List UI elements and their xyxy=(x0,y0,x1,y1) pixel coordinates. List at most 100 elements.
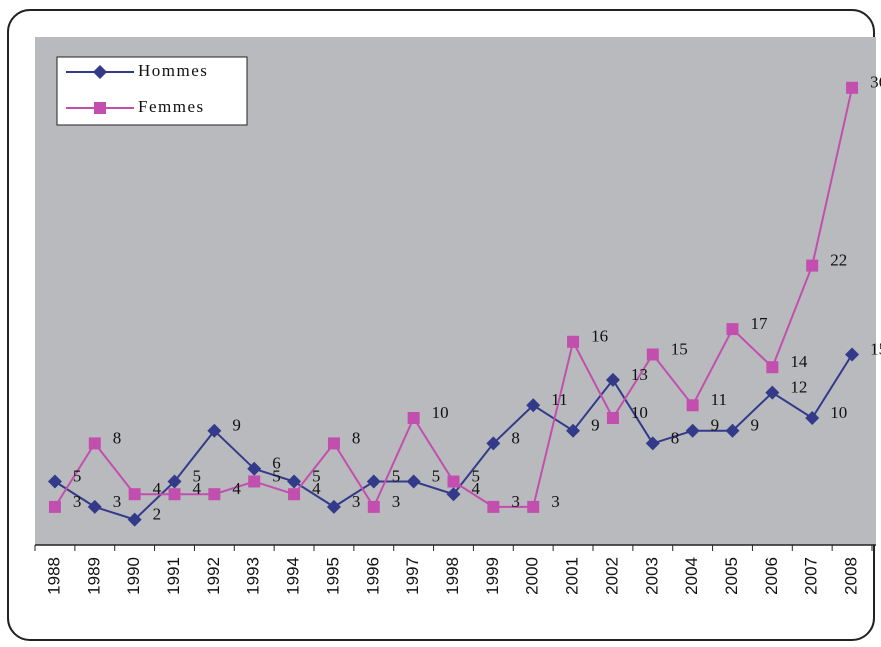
legend-label: Hommes xyxy=(138,61,208,80)
data-label: 5 xyxy=(73,466,82,485)
legend-marker xyxy=(93,65,107,79)
marker xyxy=(765,385,780,400)
x-tick-label: 2008 xyxy=(842,557,861,595)
data-label: 11 xyxy=(551,390,567,409)
data-label: 4 xyxy=(472,479,481,498)
marker xyxy=(725,423,740,438)
data-label: 5 xyxy=(392,466,401,485)
x-tick-label: 1994 xyxy=(284,557,303,595)
data-label: 9 xyxy=(711,416,720,435)
marker xyxy=(567,335,580,348)
x-tick-label: 1999 xyxy=(483,557,502,595)
legend-label: Femmes xyxy=(138,97,205,116)
marker xyxy=(168,488,181,501)
x-tick-label: 1996 xyxy=(363,557,382,595)
marker xyxy=(288,488,301,501)
marker xyxy=(287,474,302,489)
legend: Hommes Femmes xyxy=(56,56,248,126)
marker xyxy=(605,372,620,387)
x-tick-label: 1990 xyxy=(124,557,143,595)
data-label: 10 xyxy=(631,403,648,422)
data-label: 3 xyxy=(73,492,82,511)
data-label: 5 xyxy=(193,466,202,485)
data-label: 4 xyxy=(153,479,162,498)
data-label: 6 xyxy=(272,454,281,473)
marker xyxy=(526,398,541,413)
marker xyxy=(48,500,61,513)
marker xyxy=(846,81,859,94)
x-tick-label: 1998 xyxy=(443,557,462,595)
x-tick-label: 1989 xyxy=(84,557,103,595)
data-label: 4 xyxy=(232,479,241,498)
marker xyxy=(487,500,500,513)
marker xyxy=(447,475,460,488)
marker xyxy=(645,436,660,451)
x-tick-label: 2005 xyxy=(722,557,741,595)
data-label: 5 xyxy=(272,466,281,485)
x-tick-label: 1992 xyxy=(204,557,223,595)
marker xyxy=(366,474,381,489)
marker xyxy=(47,474,62,489)
marker xyxy=(646,348,659,361)
marker xyxy=(367,500,380,513)
x-tick-label: 2006 xyxy=(762,557,781,595)
marker xyxy=(208,488,221,501)
marker xyxy=(407,412,420,424)
data-label: 5 xyxy=(312,466,321,485)
data-label: 5 xyxy=(432,466,441,485)
x-tick-label: 2000 xyxy=(523,557,542,595)
data-label: 5 xyxy=(472,466,481,485)
x-tick-label: 2004 xyxy=(682,557,701,595)
data-label: 10 xyxy=(830,403,847,422)
marker xyxy=(247,461,262,476)
data-label: 14 xyxy=(790,352,808,371)
marker xyxy=(566,423,581,438)
data-label: 8 xyxy=(671,428,680,447)
marker xyxy=(527,500,540,513)
data-label: 4 xyxy=(312,479,321,498)
data-label: 22 xyxy=(830,251,847,270)
marker xyxy=(486,436,501,451)
x-tick-label: 1991 xyxy=(164,557,183,595)
marker xyxy=(806,259,819,272)
x-tick-label: 1988 xyxy=(44,557,63,595)
marker xyxy=(326,499,341,514)
marker xyxy=(685,423,700,438)
marker xyxy=(327,437,340,450)
data-label: 36 xyxy=(870,73,881,92)
data-label: 16 xyxy=(591,327,608,346)
data-label: 8 xyxy=(113,428,122,447)
x-tick-label: 1993 xyxy=(244,557,263,595)
marker xyxy=(167,474,182,489)
data-label: 3 xyxy=(551,492,560,511)
data-label: 15 xyxy=(870,339,881,358)
marker xyxy=(406,474,421,489)
marker xyxy=(766,361,779,374)
data-label: 12 xyxy=(790,378,807,397)
data-label: 3 xyxy=(511,492,520,511)
marker xyxy=(686,399,699,412)
marker xyxy=(128,488,141,501)
marker xyxy=(726,323,739,336)
marker xyxy=(805,411,820,425)
marker xyxy=(207,423,222,438)
data-label: 9 xyxy=(232,416,241,435)
x-tick-label: 2002 xyxy=(602,557,621,595)
marker xyxy=(88,437,101,450)
data-label: 10 xyxy=(432,403,449,422)
data-label: 9 xyxy=(751,416,760,435)
data-label: 2 xyxy=(153,505,162,524)
marker xyxy=(248,475,261,488)
marker xyxy=(606,412,619,424)
x-tick-label: 2003 xyxy=(642,557,661,595)
x-tick-label: 1997 xyxy=(403,557,422,595)
data-label: 4 xyxy=(193,479,202,498)
data-label: 17 xyxy=(751,314,769,333)
x-tick-label: 2001 xyxy=(563,557,582,595)
x-tick-label: 1995 xyxy=(323,557,342,595)
data-label: 8 xyxy=(352,428,361,447)
data-label: 3 xyxy=(352,492,361,511)
marker xyxy=(127,512,142,527)
